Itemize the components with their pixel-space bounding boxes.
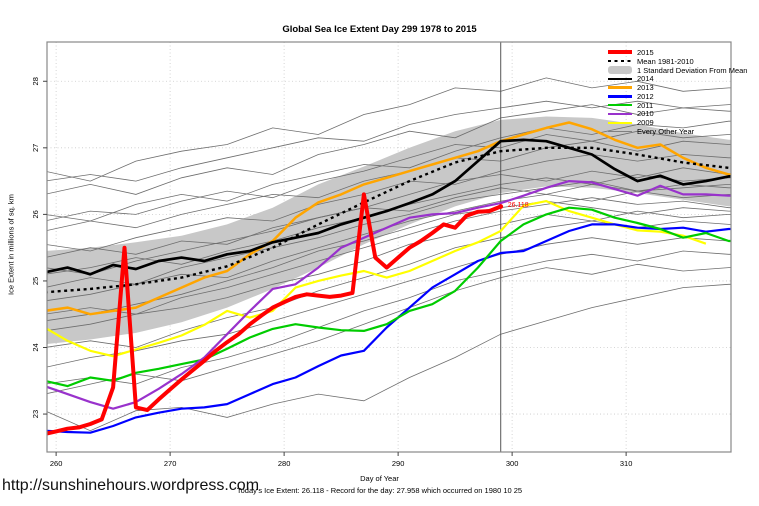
legend-item-2013: 2013 xyxy=(608,83,747,92)
legend-item-1-standard-deviation-from-mean: 1 Standard Deviation From Mean xyxy=(608,66,747,75)
series-2011 xyxy=(47,206,731,388)
website-url-link[interactable]: http://sunshinehours.wordpress.com xyxy=(2,477,260,494)
legend-label: Mean 1981-2010 xyxy=(637,56,694,66)
legend-swatch xyxy=(608,103,632,107)
other-year-line xyxy=(47,283,731,432)
legend-item-every-other-year: Every Other Year xyxy=(608,127,747,136)
legend-swatch xyxy=(608,86,632,89)
legend-item-2009: 2009 xyxy=(608,118,747,127)
other-year-line xyxy=(47,197,731,315)
legend-swatch xyxy=(608,77,632,81)
series-2013 xyxy=(47,121,731,316)
legend-swatch xyxy=(608,131,632,133)
std-deviation-band xyxy=(47,116,731,344)
legend-swatch xyxy=(608,59,632,63)
y-axis-label: Ice Extent in millions of sq. km xyxy=(6,194,16,295)
legend-label: 2015 xyxy=(637,47,654,57)
legend-swatch xyxy=(608,65,632,74)
other-year-line xyxy=(47,210,731,331)
x-tick-label: 300 xyxy=(506,459,519,468)
legend-label: 2012 xyxy=(637,91,654,101)
legend-label: 2010 xyxy=(637,109,654,119)
other-year-line xyxy=(47,130,731,221)
x-tick-label: 310 xyxy=(620,459,633,468)
other-year-line xyxy=(47,167,731,258)
other-year-line xyxy=(47,100,731,182)
series-2014 xyxy=(47,138,731,276)
legend-item-mean-1981-2010: Mean 1981-2010 xyxy=(608,57,747,66)
plot-border xyxy=(46,41,732,453)
other-year-line xyxy=(47,237,731,368)
y-tick-label: 27 xyxy=(31,144,40,152)
x-axis-label: Day of Year xyxy=(360,474,399,483)
legend-label: 1 Standard Deviation From Mean xyxy=(637,65,748,75)
other-year-line xyxy=(47,200,731,321)
legend-item-2011: 2011 xyxy=(608,101,747,110)
series-2010 xyxy=(47,180,731,410)
x-tick-label: 290 xyxy=(392,459,405,468)
footer-stats-text: Today's Ice Extent: 26.118 - Record for … xyxy=(236,486,523,495)
legend-label: 2013 xyxy=(637,83,654,93)
y-tick-label: 26 xyxy=(31,210,40,218)
x-tick-label: 260 xyxy=(50,459,63,468)
y-tick-label: 25 xyxy=(31,277,40,285)
legend-swatch xyxy=(608,95,632,98)
legend-item-2014: 2014 xyxy=(608,74,747,83)
x-tick-label: 280 xyxy=(278,459,291,468)
legend-item-2012: 2012 xyxy=(608,92,747,101)
other-year-line xyxy=(47,250,731,385)
legend-item-2015: 2015 xyxy=(608,48,747,57)
legend-label: 2014 xyxy=(637,74,654,84)
today-extent-dot xyxy=(498,204,504,209)
series-2015 xyxy=(47,192,502,436)
other-year-line xyxy=(47,190,731,301)
legend-item-2010: 2010 xyxy=(608,109,747,119)
other-year-line xyxy=(47,120,731,222)
legend-swatch xyxy=(608,121,632,125)
other-year-line xyxy=(47,104,731,195)
x-tick-label: 270 xyxy=(164,459,177,468)
legend-label: 2011 xyxy=(637,100,654,110)
chart-title: Global Sea Ice Extent Day 299 1978 to 20… xyxy=(282,24,477,35)
series-2009 xyxy=(47,200,707,358)
legend-swatch xyxy=(608,50,632,55)
other-year-line xyxy=(47,77,731,182)
today-extent-annotation: 26.118 xyxy=(507,202,529,210)
other-year-line xyxy=(47,220,731,348)
y-tick-label: 28 xyxy=(31,77,40,85)
y-tick-label: 23 xyxy=(31,410,40,418)
legend-label: Every Other Year xyxy=(637,127,695,137)
legend-swatch xyxy=(608,112,632,116)
y-tick-label: 24 xyxy=(31,343,40,351)
legend-label: 2009 xyxy=(637,118,654,128)
series-mean-1981-2010 xyxy=(47,146,731,294)
legend: 2015 Mean 1981-2010 1 Standard Deviation F… xyxy=(608,48,747,136)
